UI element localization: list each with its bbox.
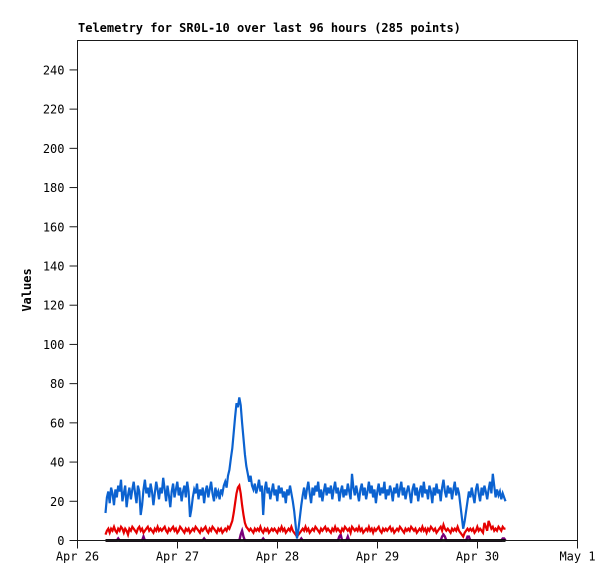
x-tick-label: Apr 27 — [156, 550, 199, 564]
y-tick-label: 140 — [43, 259, 65, 273]
y-tick-label: 40 — [50, 456, 64, 470]
x-tick-label: Apr 28 — [256, 550, 299, 564]
series-blue — [104, 397, 507, 539]
y-tick-label: 160 — [43, 220, 65, 234]
y-tick-label: 0 — [57, 534, 64, 548]
y-tick-label: 180 — [43, 181, 65, 195]
series-purple — [105, 526, 507, 542]
x-tick-label: May 1 — [559, 550, 595, 564]
y-tick-label: 200 — [43, 142, 65, 156]
y-tick-label: 220 — [43, 103, 65, 117]
plot-border — [77, 40, 578, 541]
series-red — [104, 482, 506, 539]
x-tick-label: Apr 26 — [56, 550, 99, 564]
y-axis-label: Values — [20, 268, 34, 311]
x-tick-label: Apr 29 — [356, 550, 399, 564]
y-tick-label: 60 — [50, 416, 64, 430]
axes-layer: 0 20 40 60 80 100 120 140 160 180 200 220 240 Apr 26 A… — [43, 63, 596, 563]
y-tick-label: 100 — [43, 338, 65, 352]
y-tick-label: 120 — [43, 299, 65, 313]
y-tick-label: 20 — [50, 495, 64, 509]
y-tick-label: 80 — [50, 377, 64, 391]
series-layer — [104, 397, 507, 542]
y-tick-label: 240 — [43, 63, 65, 77]
x-tick-label: Apr 30 — [456, 550, 499, 564]
chart-title: Telemetry for SR0L-10 over last 96 hours… — [78, 21, 461, 35]
